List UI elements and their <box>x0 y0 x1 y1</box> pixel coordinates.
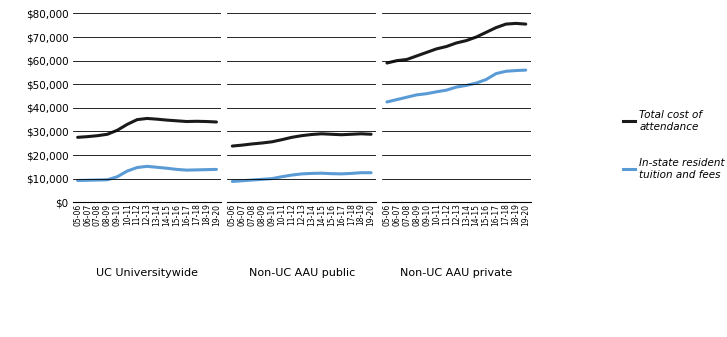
Legend: Total cost of
attendance, In-state resident
tuition and fees: Total cost of attendance, In-state resid… <box>619 106 727 184</box>
X-axis label: UC Universitywide: UC Universitywide <box>96 268 198 277</box>
X-axis label: Non-UC AAU public: Non-UC AAU public <box>249 268 355 277</box>
X-axis label: Non-UC AAU private: Non-UC AAU private <box>401 268 513 277</box>
